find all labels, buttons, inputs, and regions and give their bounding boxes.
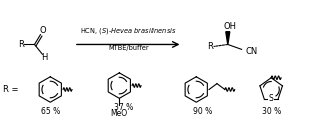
Text: OH: OH [223, 22, 236, 31]
Text: CN: CN [246, 47, 258, 56]
Text: MeO: MeO [110, 109, 127, 118]
Text: R: R [207, 42, 213, 51]
Text: R =: R = [3, 85, 19, 94]
Text: MTBE/buffer: MTBE/buffer [108, 45, 149, 51]
Text: 90 %: 90 % [192, 107, 212, 116]
Polygon shape [226, 32, 230, 44]
Text: O: O [39, 26, 46, 35]
Text: R: R [18, 40, 24, 49]
Text: S: S [269, 93, 273, 103]
Text: 30 %: 30 % [262, 107, 281, 116]
Text: 65 %: 65 % [41, 107, 60, 116]
Text: 37 %: 37 % [114, 103, 133, 112]
Text: H: H [41, 53, 47, 62]
Text: HCN, ($S$)-$\it{Hevea}$ $\it{brasilinensis}$: HCN, ($S$)-$\it{Hevea}$ $\it{brasilinens… [80, 26, 176, 36]
